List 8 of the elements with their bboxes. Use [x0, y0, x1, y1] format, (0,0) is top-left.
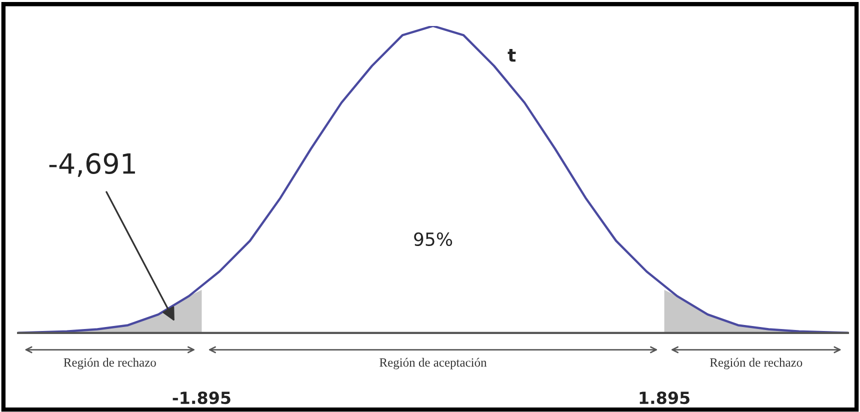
- annotation: -4,691: [49, 153, 135, 177]
- x-tick-label: -1.895: [172, 392, 230, 404]
- text: Región de rechazo: [710, 358, 802, 370]
- x-tick-label: 1.895: [640, 392, 690, 404]
- annotation: 95%: [414, 232, 452, 246]
- text: Región de rechazo: [64, 358, 156, 370]
- text: Región de aceptación: [380, 358, 487, 370]
- annotation: t: [508, 48, 516, 62]
